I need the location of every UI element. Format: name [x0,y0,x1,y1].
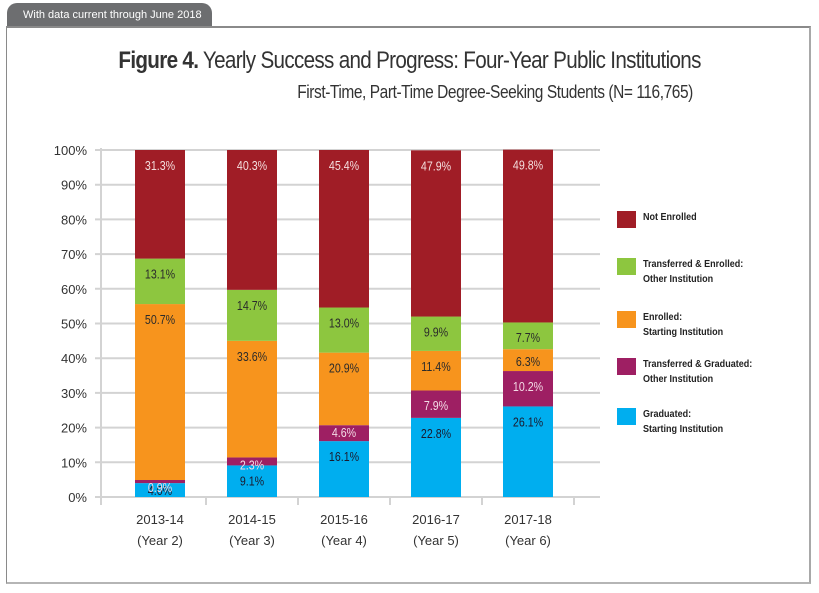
bar-segment [411,417,461,497]
y-tick-label: 70% [61,247,87,262]
data-label: 4.6% [332,425,357,440]
data-label: 45.4% [329,158,360,173]
bar-segment [503,371,553,407]
x-tick-label: 2014-15 [228,512,276,527]
x-tick-sublabel: (Year 2) [137,533,183,548]
data-label: 11.4% [421,359,451,374]
axes: 0% 10% 20% 30% 40% 50% 60% 70% 80% 90% 100% 2013-14… [54,143,575,548]
y-tick-label: 30% [61,386,87,401]
legend-label: Transferred & Enrolled: [643,258,743,270]
x-tick-label: 2013-14 [136,512,184,527]
data-label: 40.3% [237,158,268,173]
data-label: 7.7% [516,330,541,345]
data-label: 22.8% [421,426,452,441]
bar-segment [411,350,461,391]
data-label: 26.1% [513,414,544,429]
bar-segment [227,289,277,341]
bar-segment [411,316,461,351]
x-tick-label: 2017-18 [504,512,552,527]
data-label: 0.9% [148,480,173,495]
bar-segment [503,149,553,323]
bar-segment [227,457,277,466]
x-tick-sublabel: (Year 6) [505,533,551,548]
legend-label: Enrolled: [643,311,682,323]
data-label: 14.7% [237,298,268,313]
data-label: 13.0% [329,316,360,331]
bar-segment [503,406,553,497]
bar-segment [503,322,553,350]
legend: Not Enrolled Transferred & Enrolled: Other… [617,211,752,435]
legend-label: Starting Institution [643,423,723,435]
title-text: Yearly Success and Progress: Four-Year P… [198,47,701,74]
bar-segment [227,340,277,458]
bar-segment [135,304,185,480]
data-label: 13.1% [145,267,176,282]
bar-segment [319,307,369,353]
y-tick-label: 60% [61,282,87,297]
figure-number: Figure 4. [118,47,199,74]
data-label: 7.9% [424,398,449,413]
bar-segment [135,258,185,305]
bar-segment [411,390,461,418]
bar-segment [135,150,185,259]
data-currency-tab: With data current through June 2018 [7,3,212,27]
data-label: 2.3% [240,457,265,472]
data-label: 9.9% [424,325,449,340]
data-label: 9.1% [240,473,265,488]
bars [135,149,553,497]
data-label: 47.9% [421,158,452,173]
data-label: 4.0% [148,483,173,498]
data-label: 6.3% [516,354,541,369]
y-tick-label: 0% [68,490,87,505]
legend-label: Other Institution [643,373,713,385]
x-tick-sublabel: (Year 5) [413,533,459,548]
legend-swatch [617,311,636,328]
y-tick-label: 50% [61,317,87,332]
legend-swatch [617,408,636,425]
x-tick-sublabel: (Year 3) [229,533,275,548]
x-tick-label: 2015-16 [320,512,368,527]
data-label: 10.2% [513,379,544,394]
legend-swatch [617,358,636,375]
bar-segment [227,150,277,290]
legend-label: Graduated: [643,408,691,420]
bar-segment [411,150,461,317]
bar-segment [227,465,277,497]
segment-labels: 4.0%0.9% 50.7% 13.1% 31.3% 9.1%2.3% 33.6% 14.7… [145,158,544,499]
legend-label: Not Enrolled [643,211,697,223]
y-tick-label: 40% [61,351,87,366]
bar-segment [503,349,553,372]
chart-title: Figure 4. Yearly Success and Progress: F… [57,47,761,75]
legend-label: Transferred & Graduated: [643,358,752,370]
legend-swatch [617,258,636,275]
bar-segment [135,479,185,484]
legend-swatch [617,211,636,228]
x-tick-sublabel: (Year 4) [321,533,367,548]
data-label: 20.9% [329,361,360,376]
y-tick-label: 20% [61,421,87,436]
data-label: 49.8% [513,158,544,173]
legend-label: Other Institution [643,273,713,285]
y-tick-label: 100% [54,143,88,158]
data-label: 50.7% [145,312,176,327]
y-tick-label: 80% [61,212,87,227]
bar-segment [319,352,369,426]
bar-segment [319,150,369,308]
y-tick-label: 10% [61,455,87,470]
x-tick-label: 2016-17 [412,512,460,527]
bar-segment [319,425,369,442]
y-tick-label: 90% [61,178,87,193]
bar-segment [319,441,369,497]
data-label: 16.1% [329,449,360,464]
chart-subtitle: First-Time, Part-Time Degree-Seeking Stu… [297,82,693,102]
data-label: 31.3% [145,158,176,173]
bar-segment [135,483,185,497]
data-label: 33.6% [237,349,268,364]
legend-label: Starting Institution [643,326,723,338]
